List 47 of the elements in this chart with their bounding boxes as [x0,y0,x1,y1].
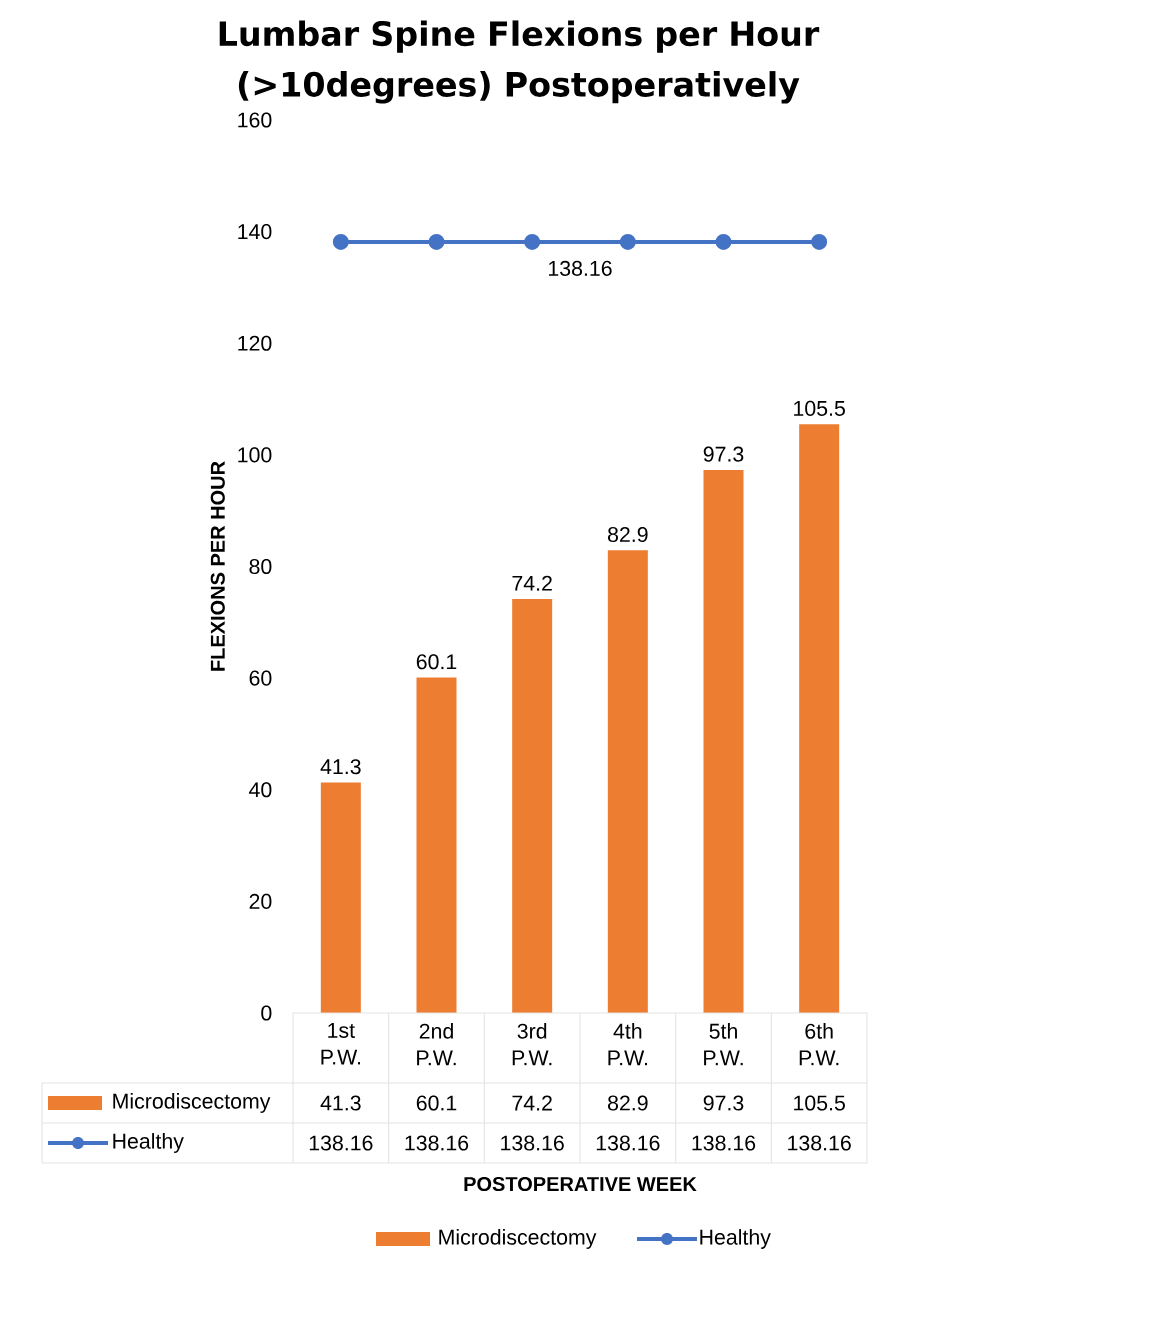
y-tick-label: 20 [249,893,272,909]
data-label: 74.2 [512,1095,552,1111]
data-label: 138.16 [788,1135,851,1151]
bar [703,469,744,1014]
bar [512,598,553,1014]
y-tick-label: 40 [249,782,272,798]
y-tick-label: 140 [238,224,272,240]
data-label: 138.16 [692,1135,756,1151]
bar [320,782,361,1014]
annotation: 82.9 [607,526,648,543]
data-label: 97.3 [703,1095,744,1111]
bar [799,424,840,1014]
text: Healthy [700,1229,771,1249]
data-label: 138.16 [309,1135,373,1151]
x-tick-label: 3rd P.W. [512,1023,552,1066]
data-label: 138.16 [596,1135,660,1151]
text: POSTOPERATIVE WEEK [464,1176,697,1192]
data-label: 138.16 [501,1135,564,1151]
x-tick-label: 6th P.W. [799,1023,839,1066]
bar [416,677,457,1014]
data-label: 60.1 [416,1095,457,1111]
data-label: 41.3 [320,1095,361,1111]
x-tick-label: 2nd P.W. [417,1023,456,1066]
x-tick-label: 5th P.W. [704,1023,743,1066]
annotation: 60.1 [416,654,457,670]
y-tick-label: 120 [238,335,272,351]
x-tick-label: 1st P.W. [321,1023,361,1065]
y-tick-label: 60 [249,670,272,686]
legend-label: Healthy [113,1133,184,1153]
y-tick-label: 0 [261,1005,272,1021]
chart-title: Lumbar Spine Flexions per Hour (>10degrees) Postoperatively [219,20,820,104]
annotation: 97.3 [703,446,744,462]
annotation: 105.5 [794,400,845,416]
data-label: 105.5 [794,1095,845,1111]
annotation: 41.3 [320,759,361,775]
text: Microdiscectomy [439,1229,597,1249]
annotation: 74.2 [512,575,552,591]
y-axis-title: FLEXIONS PER HOUR [210,461,225,671]
data-label: 138.16 [405,1135,469,1151]
annotation: 138.16 [549,260,612,276]
y-tick-label: 100 [238,447,272,463]
y-tick-label: 80 [249,558,272,575]
bar [607,550,648,1014]
data-label: 82.9 [608,1095,648,1111]
y-tick-label: 160 [238,112,272,128]
x-tick-label: 4th P.W. [608,1023,648,1066]
legend-label: Microdiscectomy [113,1093,271,1113]
